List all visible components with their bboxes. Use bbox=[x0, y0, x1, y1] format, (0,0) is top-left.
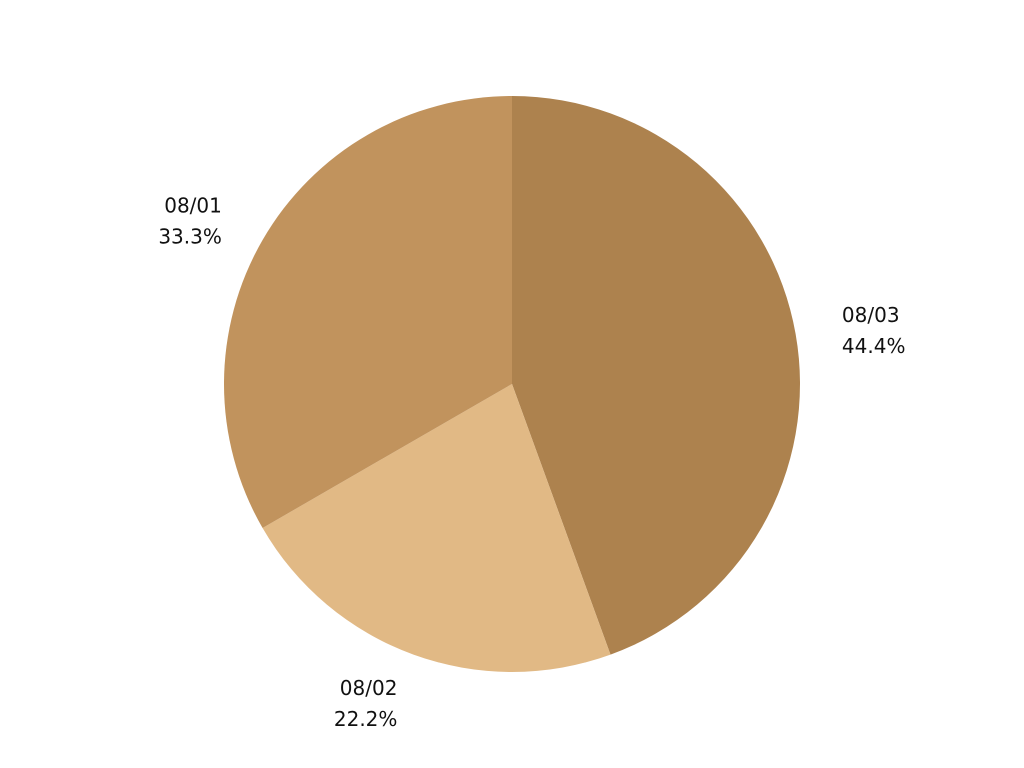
pie-slice-08-03 bbox=[512, 96, 801, 655]
slice-category-label: 08/02 bbox=[340, 676, 398, 700]
slice-category-label: 08/01 bbox=[164, 194, 222, 218]
slice-percent-label: 44.4% bbox=[842, 334, 906, 358]
slice-percent-label: 22.2% bbox=[334, 707, 398, 731]
slice-label-08-01: 08/01 33.3% bbox=[158, 194, 222, 249]
slice-category-label: 08/03 bbox=[842, 303, 900, 327]
pie-slice-08-02 bbox=[262, 384, 611, 673]
slice-percent-label: 33.3% bbox=[158, 225, 222, 249]
slice-label-08-03: 08/03 44.4% bbox=[842, 303, 906, 358]
pie-slice-08-01 bbox=[224, 96, 513, 528]
slice-label-08-02: 08/02 22.2% bbox=[334, 676, 398, 731]
